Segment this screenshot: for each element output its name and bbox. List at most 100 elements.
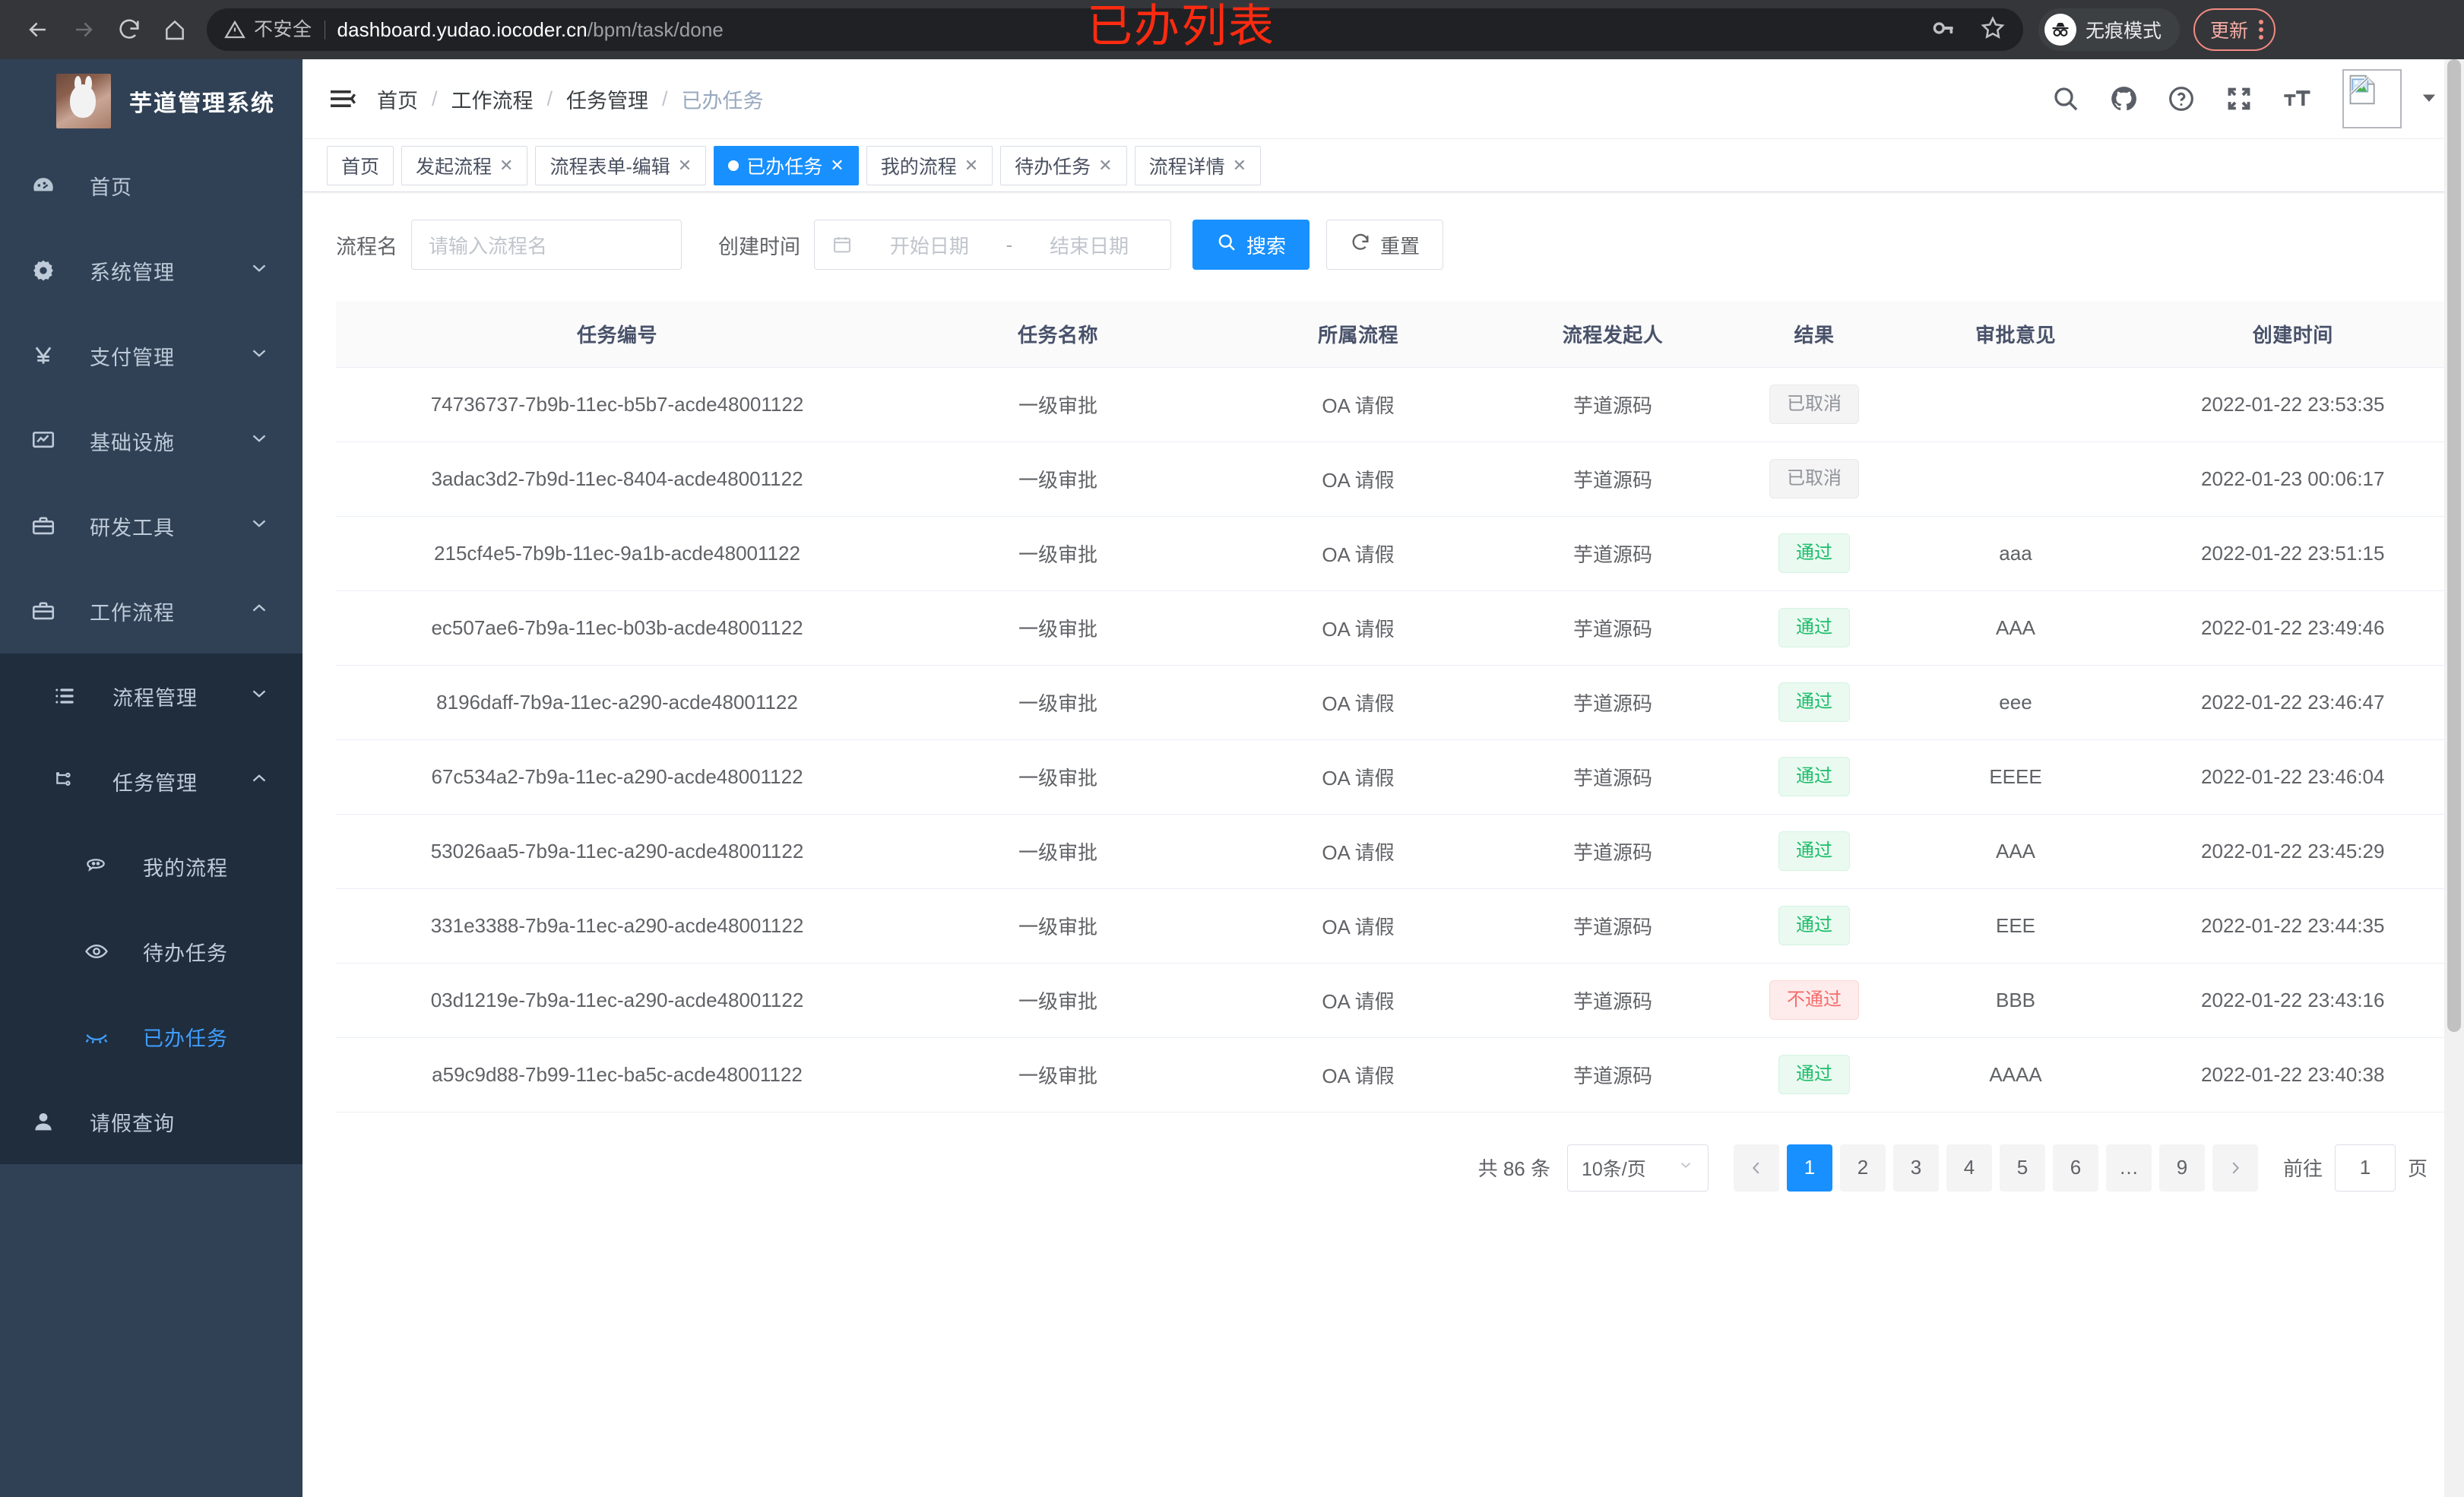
help-circle-icon[interactable] xyxy=(2152,70,2210,128)
sidebar-item-task-management[interactable]: 任务管理 xyxy=(0,739,302,824)
page-button-5[interactable]: 5 xyxy=(1999,1144,2045,1192)
forward-arrow-icon[interactable] xyxy=(62,8,105,51)
fullscreen-icon[interactable] xyxy=(2210,70,2268,128)
sidebar-item-label: 任务管理 xyxy=(112,771,198,795)
star-icon[interactable] xyxy=(1979,14,2006,46)
incognito-mode-chip[interactable]: 无痕模式 xyxy=(2038,8,2181,51)
sidebar-item-payment-management[interactable]: 支付管理 xyxy=(0,313,302,398)
cell-task-name: 一级审批 xyxy=(898,442,1218,517)
update-button[interactable]: 更新 xyxy=(2193,8,2276,51)
reset-button[interactable]: 重置 xyxy=(1326,220,1444,270)
jump-to-page: 前往 1 页 xyxy=(2283,1144,2428,1192)
jump-suffix-label: 页 xyxy=(2407,1157,2428,1180)
tab-my-process[interactable]: 我的流程 ✕ xyxy=(866,145,993,185)
done-tasks-table: 任务编号 任务名称 所属流程 流程发起人 结果 审批意见 创建时间 操作 747… xyxy=(336,302,2464,1112)
jump-page-input[interactable]: 1 xyxy=(2334,1144,2396,1192)
close-icon[interactable]: ✕ xyxy=(830,155,844,175)
table-header: 任务编号 任务名称 所属流程 流程发起人 结果 审批意见 创建时间 操作 xyxy=(336,302,2464,368)
main-area: 首页 / 工作流程 / 任务管理 / 已办任务 xyxy=(302,59,2464,1497)
address-bar[interactable]: 不安全 dashboard.yudao.iocoder.cn/bpm/task/… xyxy=(207,8,2023,51)
tab-process-detail[interactable]: 流程详情 ✕ xyxy=(1134,145,1262,185)
cell-initiator: 芋道源码 xyxy=(1499,814,1727,889)
cell-task-name: 一级审批 xyxy=(898,963,1218,1038)
tab-start-process[interactable]: 发起流程 ✕ xyxy=(401,145,528,185)
sidebar-item-label: 我的流程 xyxy=(143,856,228,880)
reload-icon[interactable] xyxy=(108,8,150,51)
sidebar-item-done-task[interactable]: 已办任务 xyxy=(0,994,302,1079)
github-icon[interactable] xyxy=(2095,70,2152,128)
breadcrumb-item-workflow[interactable]: 工作流程 xyxy=(451,89,534,112)
home-icon[interactable] xyxy=(154,8,196,51)
prev-page-button[interactable] xyxy=(1733,1144,1779,1192)
cell-task-name: 一级审批 xyxy=(898,888,1218,964)
cell-result: 不通过 xyxy=(1727,963,1902,1038)
navbar-actions xyxy=(2037,69,2464,128)
sidebar-item-my-process[interactable]: 我的流程 xyxy=(0,824,302,909)
brand-header[interactable]: 芋道管理系统 xyxy=(0,59,302,143)
cell-created: 2022-01-22 23:46:47 xyxy=(2130,665,2456,740)
hamburger-icon[interactable] xyxy=(302,84,375,114)
sidebar-item-workflow[interactable]: 工作流程 xyxy=(0,568,302,654)
sidebar-item-home[interactable]: 首页 xyxy=(0,143,302,228)
search-button[interactable]: 搜索 xyxy=(1192,220,1310,270)
close-icon[interactable]: ✕ xyxy=(1232,155,1247,175)
page-button-9[interactable]: 9 xyxy=(2158,1144,2205,1192)
table-header-row: 任务编号 任务名称 所属流程 流程发起人 结果 审批意见 创建时间 操作 xyxy=(336,302,2464,368)
tab-process-form-edit[interactable]: 流程表单-编辑 ✕ xyxy=(535,145,707,185)
breadcrumb: 首页 / 工作流程 / 任务管理 / 已办任务 xyxy=(375,84,765,114)
cell-result: 通过 xyxy=(1727,888,1902,964)
page-ellipsis[interactable]: … xyxy=(2105,1144,2152,1192)
close-icon[interactable]: ✕ xyxy=(499,155,514,175)
breadcrumb-item-task-management[interactable]: 任务管理 xyxy=(566,89,649,112)
tab-todo-task[interactable]: 待办任务 ✕ xyxy=(1000,145,1127,185)
sidebar-item-leave-query[interactable]: 请假查询 xyxy=(0,1079,302,1164)
col-task-id: 任务编号 xyxy=(336,302,898,368)
close-icon[interactable]: ✕ xyxy=(1098,155,1113,175)
tab-label: 流程表单-编辑 xyxy=(549,156,670,178)
tab-done-task[interactable]: 已办任务 ✕ xyxy=(714,145,859,185)
cell-task-name: 一级审批 xyxy=(898,367,1218,442)
page-button-4[interactable]: 4 xyxy=(1946,1144,1992,1192)
active-dot-icon xyxy=(728,160,740,171)
tab-home[interactable]: 首页 xyxy=(327,145,394,185)
cell-comment: AAA xyxy=(1902,590,2130,666)
next-page-button[interactable] xyxy=(2212,1144,2258,1192)
update-label: 更新 xyxy=(2210,21,2249,42)
incognito-icon xyxy=(2044,14,2076,46)
page-button-1[interactable]: 1 xyxy=(1786,1144,1832,1192)
process-name-input[interactable]: 请输入流程名 xyxy=(411,220,682,270)
breadcrumb-separator: / xyxy=(432,87,438,110)
page-button-2[interactable]: 2 xyxy=(1839,1144,1886,1192)
sidebar-item-dev-tools[interactable]: 研发工具 xyxy=(0,483,302,568)
page-button-3[interactable]: 3 xyxy=(1892,1144,1939,1192)
close-icon[interactable]: ✕ xyxy=(677,155,692,175)
breadcrumb-item-home[interactable]: 首页 xyxy=(377,89,418,112)
sidebar-item-todo-task[interactable]: 待办任务 xyxy=(0,909,302,994)
pagination: 共 86 条 10条/页 1 2 3 4 5 6 … 9 前往 xyxy=(336,1144,2431,1192)
cell-task-name: 一级审批 xyxy=(898,516,1218,591)
sidebar-item-process-management[interactable]: 流程管理 xyxy=(0,654,302,739)
avatar[interactable] xyxy=(2342,69,2402,128)
kebab-menu-icon[interactable] xyxy=(2259,20,2264,40)
back-arrow-icon[interactable] xyxy=(17,8,59,51)
table-row: 74736737-7b9b-11ec-b5b7-acde48001122 一级审批… xyxy=(336,367,2464,442)
page-size-select[interactable]: 10条/页 xyxy=(1566,1144,1709,1192)
sidebar-item-system-management[interactable]: 系统管理 xyxy=(0,228,302,313)
create-time-range-picker[interactable]: 开始日期 - 结束日期 xyxy=(814,220,1171,270)
font-size-icon[interactable] xyxy=(2268,70,2326,128)
sidebar-item-infrastructure[interactable]: 基础设施 xyxy=(0,398,302,483)
cell-task-id: 331e3388-7b9a-11ec-a290-acde48001122 xyxy=(336,888,898,964)
process-name-label: 流程名 xyxy=(336,235,397,258)
cell-task-id: 74736737-7b9b-11ec-b5b7-acde48001122 xyxy=(336,367,898,442)
search-icon[interactable] xyxy=(2037,70,2095,128)
cell-process: OA 请假 xyxy=(1218,1037,1499,1112)
status-badge: 通过 xyxy=(1778,906,1850,945)
caret-down-icon[interactable] xyxy=(2418,87,2440,112)
cell-task-id: 03d1219e-7b9a-11ec-a290-acde48001122 xyxy=(336,963,898,1038)
cell-created: 2022-01-22 23:49:46 xyxy=(2130,590,2456,666)
scrollbar-thumb[interactable] xyxy=(2447,59,2461,1032)
page-scrollbar[interactable] xyxy=(2444,59,2464,1497)
close-icon[interactable]: ✕ xyxy=(964,155,979,175)
key-icon[interactable] xyxy=(1930,15,1956,45)
page-button-6[interactable]: 6 xyxy=(2052,1144,2098,1192)
